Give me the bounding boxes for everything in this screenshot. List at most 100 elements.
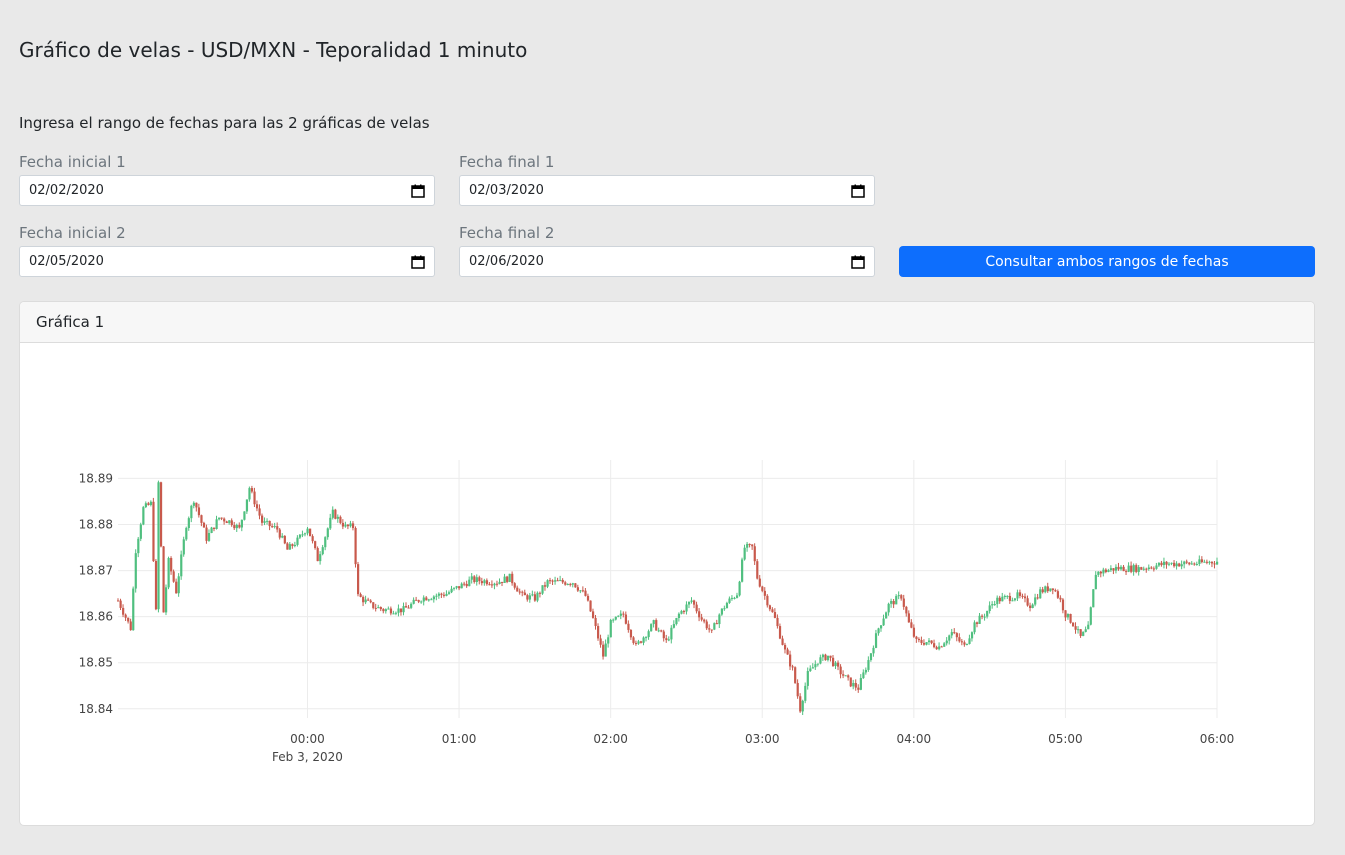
candle-down [1071, 622, 1075, 627]
candle-down [1200, 559, 1204, 563]
candle-down [119, 600, 122, 608]
candle-down [122, 607, 125, 615]
y-tick-label: 18.89 [79, 471, 113, 485]
candle-up [329, 517, 332, 529]
candle-down [703, 619, 706, 622]
candle-up [938, 646, 941, 650]
calendar-icon[interactable] [411, 184, 425, 198]
candle-up [1049, 588, 1052, 592]
query-both-ranges-button[interactable]: Consultar ambos rangos de fechas [899, 246, 1315, 277]
candle-up [1162, 561, 1166, 566]
candle-up [1044, 586, 1047, 593]
candle-down [1140, 567, 1143, 570]
candle-up [821, 654, 825, 658]
candle-down [584, 590, 587, 596]
candle-down [705, 621, 708, 629]
candle-down [359, 594, 362, 597]
candle-up [185, 528, 188, 540]
candle-up [190, 505, 193, 519]
candle-down [910, 622, 913, 628]
candle-down [1130, 565, 1133, 572]
candle-up [882, 618, 885, 626]
candle-up [430, 599, 433, 601]
candle-up [207, 532, 211, 541]
calendar-icon[interactable] [851, 255, 865, 269]
candle-down [490, 584, 494, 586]
candle-down [1036, 597, 1039, 599]
candle-up [738, 581, 741, 596]
candle-up [1183, 561, 1186, 565]
candle-down [1008, 595, 1012, 601]
candle-down [485, 580, 489, 585]
candle-down [660, 630, 663, 632]
candle-down [549, 580, 552, 582]
candle-up [1094, 574, 1097, 590]
candle-down [316, 548, 319, 562]
candle-up [167, 558, 170, 588]
candle-down [523, 592, 526, 596]
candle-down [175, 581, 178, 594]
candle-down [465, 583, 468, 587]
candle-up [460, 583, 463, 589]
candle-down [786, 649, 789, 655]
start-date-1-input[interactable]: 02/02/2020 [19, 175, 435, 206]
end-date-2-input[interactable]: 02/06/2020 [459, 246, 875, 277]
candle-down [975, 622, 979, 624]
candle-down [789, 654, 792, 667]
candle-down [283, 535, 286, 544]
candle-down [778, 626, 782, 639]
candle-up [1155, 565, 1158, 569]
candle-down [1165, 561, 1168, 565]
candle-up [607, 637, 610, 644]
candle-down [442, 594, 446, 596]
candle-up [142, 507, 145, 525]
candle-up [877, 628, 880, 634]
candle-up [1157, 562, 1161, 566]
candle-up [1203, 561, 1206, 563]
candle-up [384, 609, 388, 612]
candle-up [303, 533, 307, 535]
candle-up [137, 538, 140, 554]
candle-down [771, 609, 774, 613]
candle-down [382, 609, 385, 612]
candle-up [885, 612, 888, 619]
candle-down [905, 606, 908, 614]
candle-up [306, 528, 309, 534]
candle-down [271, 526, 274, 528]
candle-up [614, 616, 617, 620]
candle-up [420, 601, 423, 603]
candle-down [892, 600, 895, 605]
calendar-icon[interactable] [851, 184, 865, 198]
candle-up [445, 593, 448, 596]
end-date-1-input[interactable]: 02/03/2020 [459, 175, 875, 206]
candle-down [286, 543, 289, 550]
start-date-2-input[interactable]: 02/05/2020 [19, 246, 435, 277]
candle-down [501, 581, 504, 583]
candlestick-chart[interactable]: 18.84 18.85 18.86 18.87 18.88 18.89 00:00 01:00… [20, 344, 1314, 826]
candle-down [258, 508, 261, 516]
candle-down [1145, 568, 1148, 570]
candle-up [218, 517, 221, 520]
candle-down [526, 595, 529, 600]
candle-up [470, 576, 473, 580]
candle-up [617, 615, 620, 617]
candle-down [1023, 596, 1027, 599]
candle-up [675, 617, 678, 625]
candle-up [273, 526, 276, 528]
candle-down [922, 642, 926, 645]
candle-down [796, 682, 799, 697]
candle-up [733, 597, 736, 599]
candle-down [172, 571, 175, 582]
y-tick-label: 18.86 [79, 610, 113, 624]
candle-up [879, 625, 883, 629]
candle-up [609, 619, 612, 638]
candle-down [162, 546, 165, 613]
calendar-icon[interactable] [411, 255, 425, 269]
candle-up [192, 502, 195, 506]
candle-up [1097, 571, 1100, 575]
candle-up [993, 604, 996, 606]
candle-up [872, 647, 875, 654]
candle-down [576, 587, 580, 591]
candle-down [594, 617, 597, 627]
x-tick-label: 05:00 [1048, 732, 1083, 746]
